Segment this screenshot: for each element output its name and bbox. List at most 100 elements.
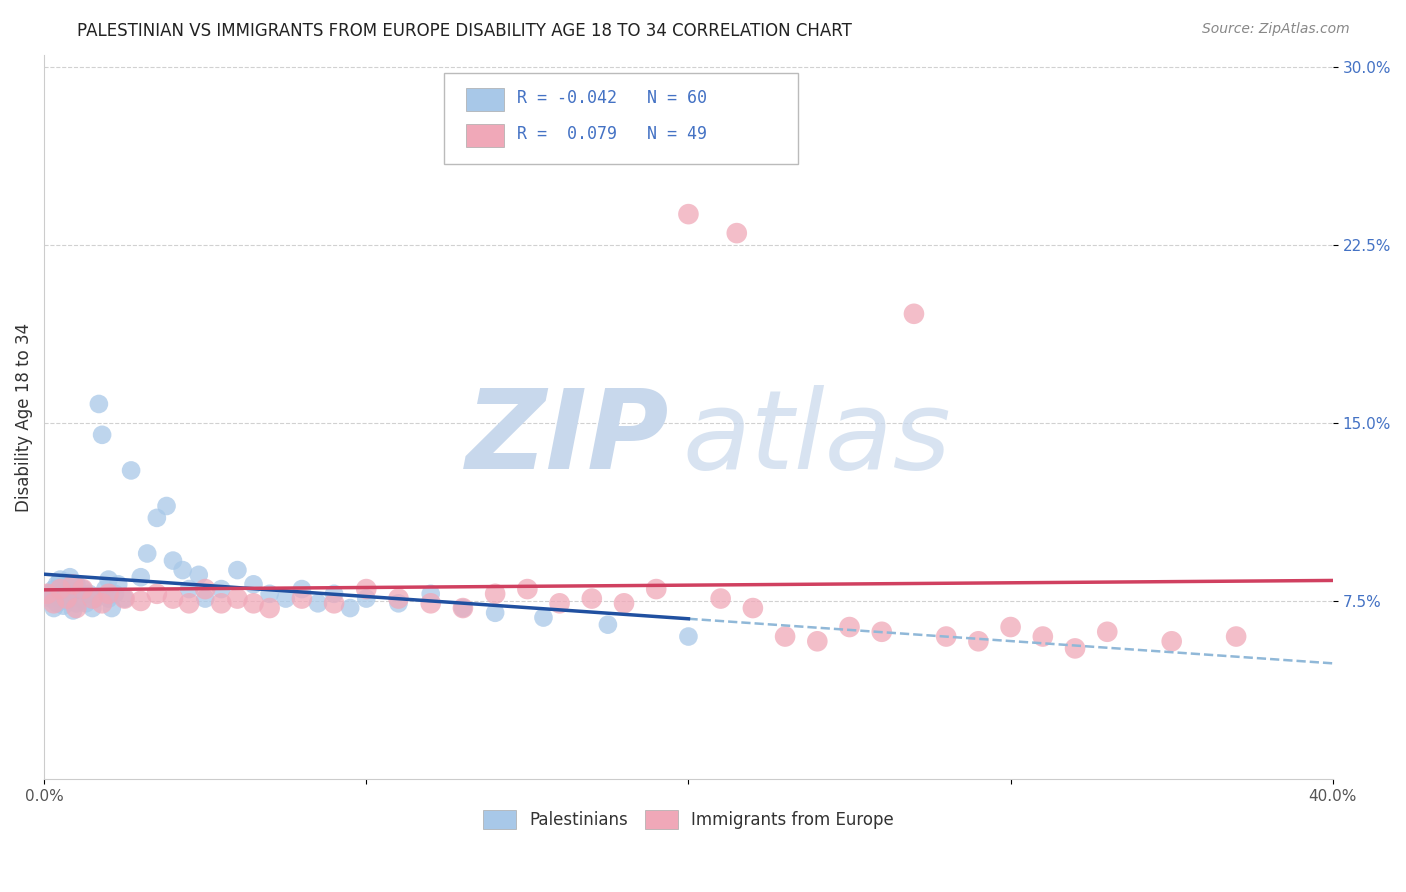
Point xyxy=(107,577,129,591)
Point xyxy=(1225,630,1247,644)
Point xyxy=(114,591,136,606)
Point xyxy=(37,587,59,601)
Point xyxy=(146,587,169,601)
Point xyxy=(678,207,700,221)
Point xyxy=(935,630,957,644)
Point xyxy=(65,596,87,610)
Point xyxy=(97,591,120,606)
Point xyxy=(967,634,990,648)
Point xyxy=(42,596,65,610)
Point xyxy=(42,582,65,596)
Point xyxy=(55,574,77,589)
Point xyxy=(136,546,159,560)
Point xyxy=(65,601,87,615)
Point xyxy=(516,582,538,596)
Point xyxy=(120,463,142,477)
Text: PALESTINIAN VS IMMIGRANTS FROM EUROPE DISABILITY AGE 18 TO 34 CORRELATION CHART: PALESTINIAN VS IMMIGRANTS FROM EUROPE DI… xyxy=(77,22,852,40)
Point xyxy=(596,617,619,632)
Point xyxy=(387,591,409,606)
Point xyxy=(129,594,152,608)
Point xyxy=(242,596,264,610)
Point xyxy=(806,634,828,648)
Point xyxy=(323,596,346,610)
Point xyxy=(94,582,117,596)
Point xyxy=(484,606,506,620)
Point xyxy=(323,587,346,601)
Point xyxy=(838,620,860,634)
Point xyxy=(97,587,120,601)
Text: Source: ZipAtlas.com: Source: ZipAtlas.com xyxy=(1202,22,1350,37)
Point xyxy=(59,570,82,584)
Bar xyxy=(465,124,505,147)
Point xyxy=(291,582,314,596)
Point xyxy=(62,603,84,617)
Point xyxy=(187,567,209,582)
Bar xyxy=(465,87,505,111)
Point xyxy=(84,591,107,606)
FancyBboxPatch shape xyxy=(444,73,799,164)
Point xyxy=(533,610,555,624)
Point xyxy=(259,587,281,601)
Point xyxy=(162,591,184,606)
Point xyxy=(77,587,100,601)
Point xyxy=(72,582,94,596)
Point xyxy=(49,591,72,606)
Point xyxy=(226,563,249,577)
Point xyxy=(52,584,75,599)
Point xyxy=(209,582,232,596)
Point xyxy=(37,587,59,601)
Point xyxy=(903,307,925,321)
Point xyxy=(1032,630,1054,644)
Y-axis label: Disability Age 18 to 34: Disability Age 18 to 34 xyxy=(15,323,32,512)
Point xyxy=(419,587,441,601)
Point xyxy=(356,591,378,606)
Point xyxy=(242,577,264,591)
Point xyxy=(100,601,122,615)
Point xyxy=(226,591,249,606)
Point xyxy=(91,427,114,442)
Point xyxy=(710,591,733,606)
Point xyxy=(46,596,69,610)
Point xyxy=(55,591,77,606)
Point xyxy=(82,601,104,615)
Point xyxy=(65,577,87,591)
Point xyxy=(194,582,217,596)
Point xyxy=(97,573,120,587)
Point xyxy=(451,601,474,615)
Point xyxy=(59,589,82,603)
Point xyxy=(1097,624,1119,639)
Point xyxy=(387,596,409,610)
Point xyxy=(52,599,75,613)
Point xyxy=(307,596,329,610)
Point xyxy=(1160,634,1182,648)
Point xyxy=(451,601,474,615)
Text: atlas: atlas xyxy=(682,385,950,492)
Point xyxy=(1064,641,1087,656)
Point xyxy=(162,553,184,567)
Point xyxy=(194,591,217,606)
Point xyxy=(678,630,700,644)
Point xyxy=(773,630,796,644)
Point xyxy=(484,587,506,601)
Point xyxy=(741,601,763,615)
Point xyxy=(91,596,114,610)
Point xyxy=(613,596,636,610)
Text: ZIP: ZIP xyxy=(465,385,669,492)
Point xyxy=(114,591,136,606)
Point xyxy=(339,601,361,615)
Point xyxy=(72,582,94,596)
Point xyxy=(274,591,297,606)
Point xyxy=(1000,620,1022,634)
Point xyxy=(172,563,194,577)
Point xyxy=(291,591,314,606)
Point xyxy=(39,591,62,606)
Point xyxy=(356,582,378,596)
Point xyxy=(146,511,169,525)
Point xyxy=(69,591,91,606)
Point xyxy=(581,591,603,606)
Point xyxy=(104,587,127,601)
Point xyxy=(49,573,72,587)
Point xyxy=(46,577,69,591)
Point xyxy=(55,594,77,608)
Legend: Palestinians, Immigrants from Europe: Palestinians, Immigrants from Europe xyxy=(477,803,901,836)
